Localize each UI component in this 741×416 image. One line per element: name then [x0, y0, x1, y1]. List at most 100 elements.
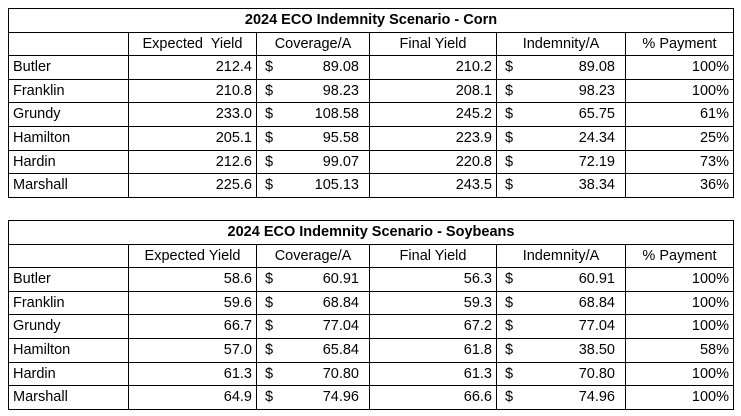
indemnity-value: 89.08	[578, 59, 615, 76]
coverage-cell: $108.58	[256, 102, 370, 127]
indemnity-value: 72.19	[578, 153, 615, 170]
expected-yield-cell: 59.6	[128, 290, 257, 316]
coverage-cell: $65.84	[256, 337, 370, 363]
expected-yield-cell: 212.4	[128, 55, 257, 80]
corn-table-body: 2024 ECO Indemnity Scenario - Corn Expec…	[8, 8, 734, 198]
currency-symbol: $	[265, 389, 274, 406]
corn-table-title: 2024 ECO Indemnity Scenario - Corn	[8, 8, 734, 33]
coverage-value: 68.84	[322, 294, 359, 311]
corn-header-coverage: Coverage/A	[256, 31, 370, 57]
corn-header-county	[8, 31, 129, 57]
soybeans-header-county	[8, 243, 129, 269]
coverage-cell: $70.80	[256, 361, 370, 387]
county-name: Marshall	[8, 385, 129, 410]
indemnity-value: 38.34	[578, 177, 615, 194]
expected-yield-cell: 212.6	[128, 149, 257, 175]
indemnity-value: 60.91	[578, 271, 615, 288]
indemnity-cell: $65.75	[496, 102, 626, 127]
soybeans-header-indemnity: Indemnity/A	[496, 243, 626, 269]
currency-symbol: $	[505, 318, 514, 335]
corn-title-row: 2024 ECO Indemnity Scenario - Corn	[8, 8, 734, 33]
coverage-value: 65.84	[322, 342, 359, 359]
payment-percent-cell: 100%	[625, 385, 734, 410]
county-name: Franklin	[8, 290, 129, 316]
soybeans-header-payment: % Payment	[625, 243, 734, 269]
currency-symbol: $	[505, 59, 514, 76]
currency-symbol: $	[505, 389, 514, 406]
county-name: Hardin	[8, 361, 129, 387]
currency-symbol: $	[505, 82, 514, 99]
payment-percent-cell: 25%	[625, 125, 734, 151]
currency-symbol: $	[265, 271, 274, 288]
soybeans-table-title: 2024 ECO Indemnity Scenario - Soybeans	[8, 220, 734, 245]
indemnity-value: 38.50	[578, 342, 615, 359]
indemnity-value: 24.34	[578, 130, 615, 147]
currency-symbol: $	[505, 177, 514, 194]
currency-symbol: $	[505, 153, 514, 170]
final-yield-cell: 243.5	[369, 173, 497, 198]
coverage-cell: $77.04	[256, 314, 370, 339]
county-name: Marshall	[8, 173, 129, 198]
indemnity-value: 77.04	[578, 318, 615, 335]
currency-symbol: $	[265, 342, 274, 359]
final-yield-cell: 67.2	[369, 314, 497, 339]
corn-indemnity-table: 2024 ECO Indemnity Scenario - Corn Expec…	[8, 8, 734, 198]
indemnity-value: 68.84	[578, 294, 615, 311]
currency-symbol: $	[505, 271, 514, 288]
coverage-value: 98.23	[322, 82, 359, 99]
indemnity-cell: $38.34	[496, 173, 626, 198]
payment-percent-cell: 58%	[625, 337, 734, 363]
payment-percent-cell: 100%	[625, 361, 734, 387]
expected-yield-cell: 61.3	[128, 361, 257, 387]
indemnity-cell: $89.08	[496, 55, 626, 80]
final-yield-cell: 59.3	[369, 290, 497, 316]
corn-table-row: Hamilton 205.1 $95.58 223.9 $24.34 25%	[8, 125, 734, 151]
corn-header-row: Expected Yield Coverage/A Final Yield In…	[8, 31, 734, 57]
coverage-value: 70.80	[322, 365, 359, 382]
expected-yield-cell: 64.9	[128, 385, 257, 410]
indemnity-cell: $77.04	[496, 314, 626, 339]
coverage-value: 60.91	[322, 271, 359, 288]
final-yield-cell: 61.3	[369, 361, 497, 387]
soybeans-table-row: Grundy 66.7 $77.04 67.2 $77.04 100%	[8, 314, 734, 339]
final-yield-cell: 66.6	[369, 385, 497, 410]
county-name: Franklin	[8, 78, 129, 104]
indemnity-cell: $24.34	[496, 125, 626, 151]
currency-symbol: $	[265, 177, 274, 194]
soybeans-table-row: Hamilton 57.0 $65.84 61.8 $38.50 58%	[8, 337, 734, 363]
payment-percent-cell: 61%	[625, 102, 734, 127]
coverage-cell: $89.08	[256, 55, 370, 80]
coverage-cell: $60.91	[256, 267, 370, 292]
coverage-cell: $98.23	[256, 78, 370, 104]
coverage-value: 105.13	[314, 177, 359, 194]
coverage-cell: $95.58	[256, 125, 370, 151]
corn-table-row: Marshall 225.6 $105.13 243.5 $38.34 36%	[8, 173, 734, 198]
county-name: Butler	[8, 267, 129, 292]
soybeans-header-row: Expected Yield Coverage/A Final Yield In…	[8, 243, 734, 269]
corn-header-expected-yield: Expected Yield	[128, 31, 257, 57]
indemnity-cell: $72.19	[496, 149, 626, 175]
coverage-value: 77.04	[322, 318, 359, 335]
coverage-value: 99.07	[322, 153, 359, 170]
indemnity-value: 65.75	[578, 106, 615, 123]
coverage-value: 108.58	[314, 106, 359, 123]
soybeans-table-row: Hardin 61.3 $70.80 61.3 $70.80 100%	[8, 361, 734, 387]
soybeans-table-row: Franklin 59.6 $68.84 59.3 $68.84 100%	[8, 290, 734, 316]
indemnity-cell: $60.91	[496, 267, 626, 292]
corn-table-row: Franklin 210.8 $98.23 208.1 $98.23 100%	[8, 78, 734, 104]
payment-percent-cell: 100%	[625, 55, 734, 80]
payment-percent-cell: 100%	[625, 314, 734, 339]
expected-yield-cell: 210.8	[128, 78, 257, 104]
expected-yield-cell: 66.7	[128, 314, 257, 339]
soybeans-table-body: 2024 ECO Indemnity Scenario - Soybeans E…	[8, 220, 734, 410]
corn-table-row: Grundy 233.0 $108.58 245.2 $65.75 61%	[8, 102, 734, 127]
county-name: Grundy	[8, 314, 129, 339]
final-yield-cell: 210.2	[369, 55, 497, 80]
currency-symbol: $	[265, 130, 274, 147]
soybeans-table-row: Butler 58.6 $60.91 56.3 $60.91 100%	[8, 267, 734, 292]
soybeans-table-row: Marshall 64.9 $74.96 66.6 $74.96 100%	[8, 385, 734, 410]
final-yield-cell: 220.8	[369, 149, 497, 175]
county-name: Hamilton	[8, 337, 129, 363]
expected-yield-cell: 205.1	[128, 125, 257, 151]
corn-header-final-yield: Final Yield	[369, 31, 497, 57]
